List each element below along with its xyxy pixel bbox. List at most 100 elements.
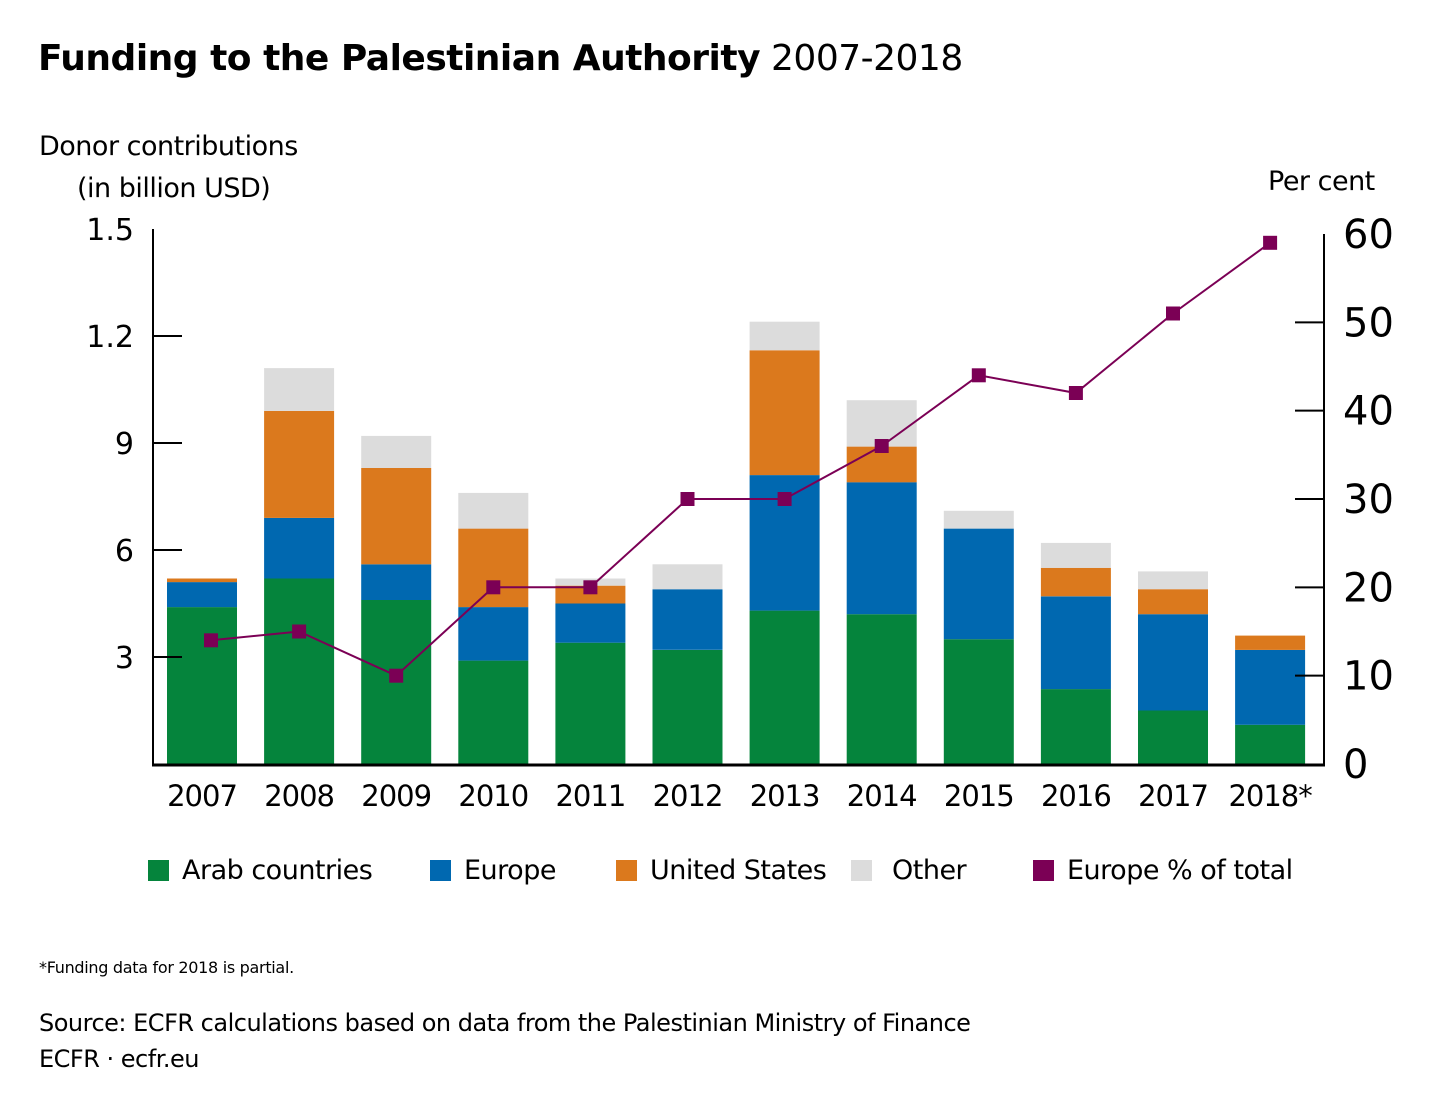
bar-segment-arab-2014 [846,614,917,764]
bar-segment-arab-2018 [1235,724,1306,764]
legend-label-europe: Europe [464,855,556,886]
bar-segment-europe-2008 [264,517,335,579]
bar-segment-arab-2016 [1040,689,1111,764]
legend-swatch-us [616,860,637,881]
europe-pct-marker-2014 [874,439,889,453]
europe-pct-marker-2010 [486,580,501,595]
legend-item-arab: Arab countries [148,855,373,886]
tick-labels-layer: 2007 2008 2009 2010 2011 2012 2013 2014 2015 2016… [86,212,1394,813]
chart-title-years: 2007-2018 [771,38,963,79]
bar-segment-us-2011 [555,585,626,604]
source-text: Source: ECFR calculations based on data … [39,1009,971,1037]
right-tick-label: 40 [1343,389,1394,435]
legend-swatch-europe [430,860,451,881]
legend-swatch-arab [148,860,169,881]
bar-segment-arab-2017 [1138,710,1208,764]
bar-segment-other-2010 [458,492,529,529]
bar-segment-other-2016 [1040,542,1111,568]
left-tick-label: 9 [115,427,134,462]
chart-title: Funding to the Palestinian Authority 200… [38,38,963,79]
right-tick-label: 30 [1343,477,1394,523]
left-tick-label: 1.5 [86,213,134,248]
bar-segment-arab-2013 [749,610,820,764]
right-tick-label: 60 [1343,212,1394,258]
legend-item-us: United States [616,855,827,886]
europe-pct-marker-2007 [204,633,218,648]
europe-pct-line [210,241,1271,677]
bar-segment-europe-2012 [652,589,723,650]
left-axis-label: Donor contributions (in billion USD) [39,126,298,210]
legend-label-other: Other [892,855,967,886]
bar-segment-us-2017 [1138,589,1208,615]
legend-swatch-europe-pct [1033,860,1054,881]
x-tick-label: 2017 [1138,779,1208,813]
bar-segment-other-2009 [361,435,432,468]
europe-pct-marker-2017 [1166,306,1180,321]
bar-segment-other-2012 [652,564,723,590]
right-tick-label: 0 [1343,742,1368,788]
europe-pct-marker-2013 [777,492,792,506]
legend-item-other: Other [851,855,967,886]
chart-title-main: Funding to the Palestinian Authority [38,38,761,79]
bar-segment-us-2013 [749,350,820,476]
x-tick-label: 2008 [264,779,334,813]
right-tick-label: 50 [1343,300,1394,346]
x-tick-label: 2015 [944,779,1014,813]
bar-segment-other-2017 [1138,571,1208,590]
left-tick-label: 1.2 [86,320,134,355]
bar-segment-arab-2010 [458,660,529,764]
bar-segment-arab-2008 [264,578,335,764]
europe-pct-marker-2009 [389,668,404,683]
bar-segment-us-2016 [1040,567,1111,597]
legend: Arab countries Europe United States Othe… [0,855,1440,895]
x-tick-label: 2012 [653,779,723,813]
source-block: Source: ECFR calculations based on data … [39,1005,971,1077]
legend-item-europe-pct: Europe % of total [1033,855,1293,886]
europe-pct-marker-2015 [971,368,986,383]
legend-swatch-other [851,860,872,881]
europe-pct-marker-2011 [583,580,598,595]
bar-segment-arab-2007 [167,607,237,764]
credit-text: ECFR · ecfr.eu [39,1045,199,1073]
right-tick-label: 10 [1343,654,1394,700]
bar-segment-europe-2018 [1235,649,1306,725]
left-tick-label: 6 [115,534,134,569]
bar-segment-us-2007 [167,578,237,583]
x-tick-label: 2009 [361,779,431,813]
bar-segment-us-2008 [264,410,335,518]
bar-segment-other-2014 [846,400,917,447]
bar-segment-europe-2010 [458,607,529,661]
x-tick-label: 2010 [458,779,528,813]
legend-label-us: United States [650,855,827,886]
legend-label-arab: Arab countries [182,855,373,886]
left-tick-label: 3 [115,641,134,676]
bar-segment-europe-2007 [167,582,237,608]
x-tick-label: 2018* [1228,779,1312,813]
bar-segment-us-2018 [1235,635,1306,650]
bar-segment-other-2015 [943,510,1014,529]
x-tick-label: 2011 [555,779,625,813]
x-tick-label: 2007 [167,779,237,813]
axes-layer [152,229,1325,767]
bar-segment-us-2010 [458,528,529,608]
footnote: *Funding data for 2018 is partial. [39,958,294,977]
bar-segment-arab-2015 [943,639,1014,764]
europe-pct-marker-2008 [292,624,307,639]
bar-segment-europe-2016 [1040,596,1111,690]
bar-segment-other-2008 [264,368,335,411]
bars-layer [167,321,1306,764]
bar-segment-arab-2012 [652,649,723,764]
bar-segment-europe-2017 [1138,614,1208,711]
left-axis-label-line1: Donor contributions [39,131,298,162]
bar-segment-arab-2011 [555,642,626,764]
right-tick-label: 20 [1343,565,1394,611]
bar-segment-europe-2011 [555,603,626,643]
x-tick-label: 2014 [847,779,917,813]
europe-pct-marker-2016 [1068,386,1083,400]
legend-label-europe-pct: Europe % of total [1067,855,1293,886]
bar-segment-other-2013 [749,321,820,351]
bar-segment-europe-2015 [943,528,1014,640]
left-axis-label-line2: (in billion USD) [77,173,271,204]
bar-segment-europe-2014 [846,482,917,615]
